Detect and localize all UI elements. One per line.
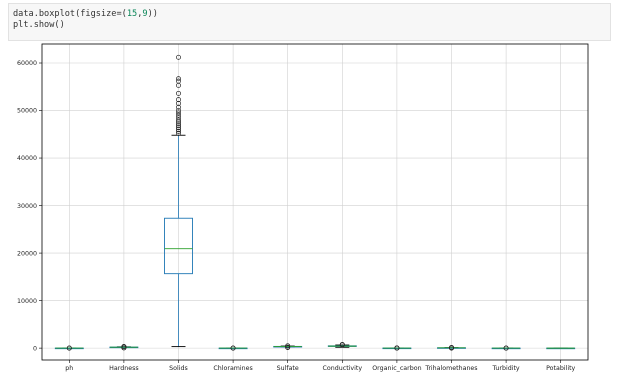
outlier-point xyxy=(176,121,181,127)
x-tick-label: Chloramines xyxy=(213,365,252,372)
outlier-point xyxy=(176,127,181,132)
outlier-point xyxy=(176,110,181,116)
outlier-point xyxy=(176,123,181,129)
code-cell[interactable]: data.boxplot(figsize=(15,9)) plt.show() xyxy=(8,3,611,41)
outlier-point xyxy=(176,117,181,123)
outlier-point xyxy=(449,345,454,350)
outlier-point xyxy=(176,115,181,121)
y-tick-label: 60000 xyxy=(17,60,37,67)
y-tick-label: 40000 xyxy=(17,155,37,162)
outlier-point xyxy=(176,112,181,118)
x-tick-label: Trihalomethanes xyxy=(424,365,477,372)
plot-area xyxy=(42,44,588,360)
outlier-point xyxy=(176,108,181,113)
x-tick-label: Sulfate xyxy=(277,365,299,372)
outlier-point xyxy=(176,104,181,110)
x-tick-label: Solids xyxy=(169,365,188,372)
outlier-point xyxy=(394,345,400,351)
outlier-point xyxy=(503,345,509,351)
x-tick-label: Organic_carbon xyxy=(372,365,421,372)
outlier-point xyxy=(176,125,181,131)
axes-frame xyxy=(41,43,589,361)
outlier-point xyxy=(66,345,72,351)
code-line-1: data.boxplot(figsize=(15,9)) xyxy=(13,9,158,19)
outlier-point xyxy=(121,344,127,350)
outlier-point xyxy=(285,343,291,349)
outlier-point xyxy=(176,54,181,60)
y-tick-label: 10000 xyxy=(17,298,37,305)
x-tick-label: Conductivity xyxy=(323,365,363,372)
y-tick-label: 20000 xyxy=(17,250,37,257)
outlier-point xyxy=(176,128,181,134)
code-line-2: plt.show() xyxy=(13,20,65,30)
y-tick-label: 30000 xyxy=(17,203,37,210)
outlier-point xyxy=(339,342,345,347)
outlier-point xyxy=(176,76,181,82)
outlier-point xyxy=(176,97,181,103)
x-tick-label: Hardness xyxy=(109,365,139,372)
x-tick-label: ph xyxy=(65,365,73,372)
outlier-point xyxy=(230,345,236,351)
y-tick-label: 50000 xyxy=(17,108,37,115)
outlier-point xyxy=(176,90,181,96)
outlier-point xyxy=(285,344,291,350)
y-tick-label: 0 xyxy=(33,345,37,352)
box-iqr xyxy=(164,217,193,275)
x-tick-label: Potability xyxy=(546,365,575,372)
outlier-point xyxy=(176,78,181,84)
outlier-point xyxy=(176,100,181,106)
x-tick-label: Turbidity xyxy=(492,365,520,372)
outlier-point xyxy=(176,130,181,136)
